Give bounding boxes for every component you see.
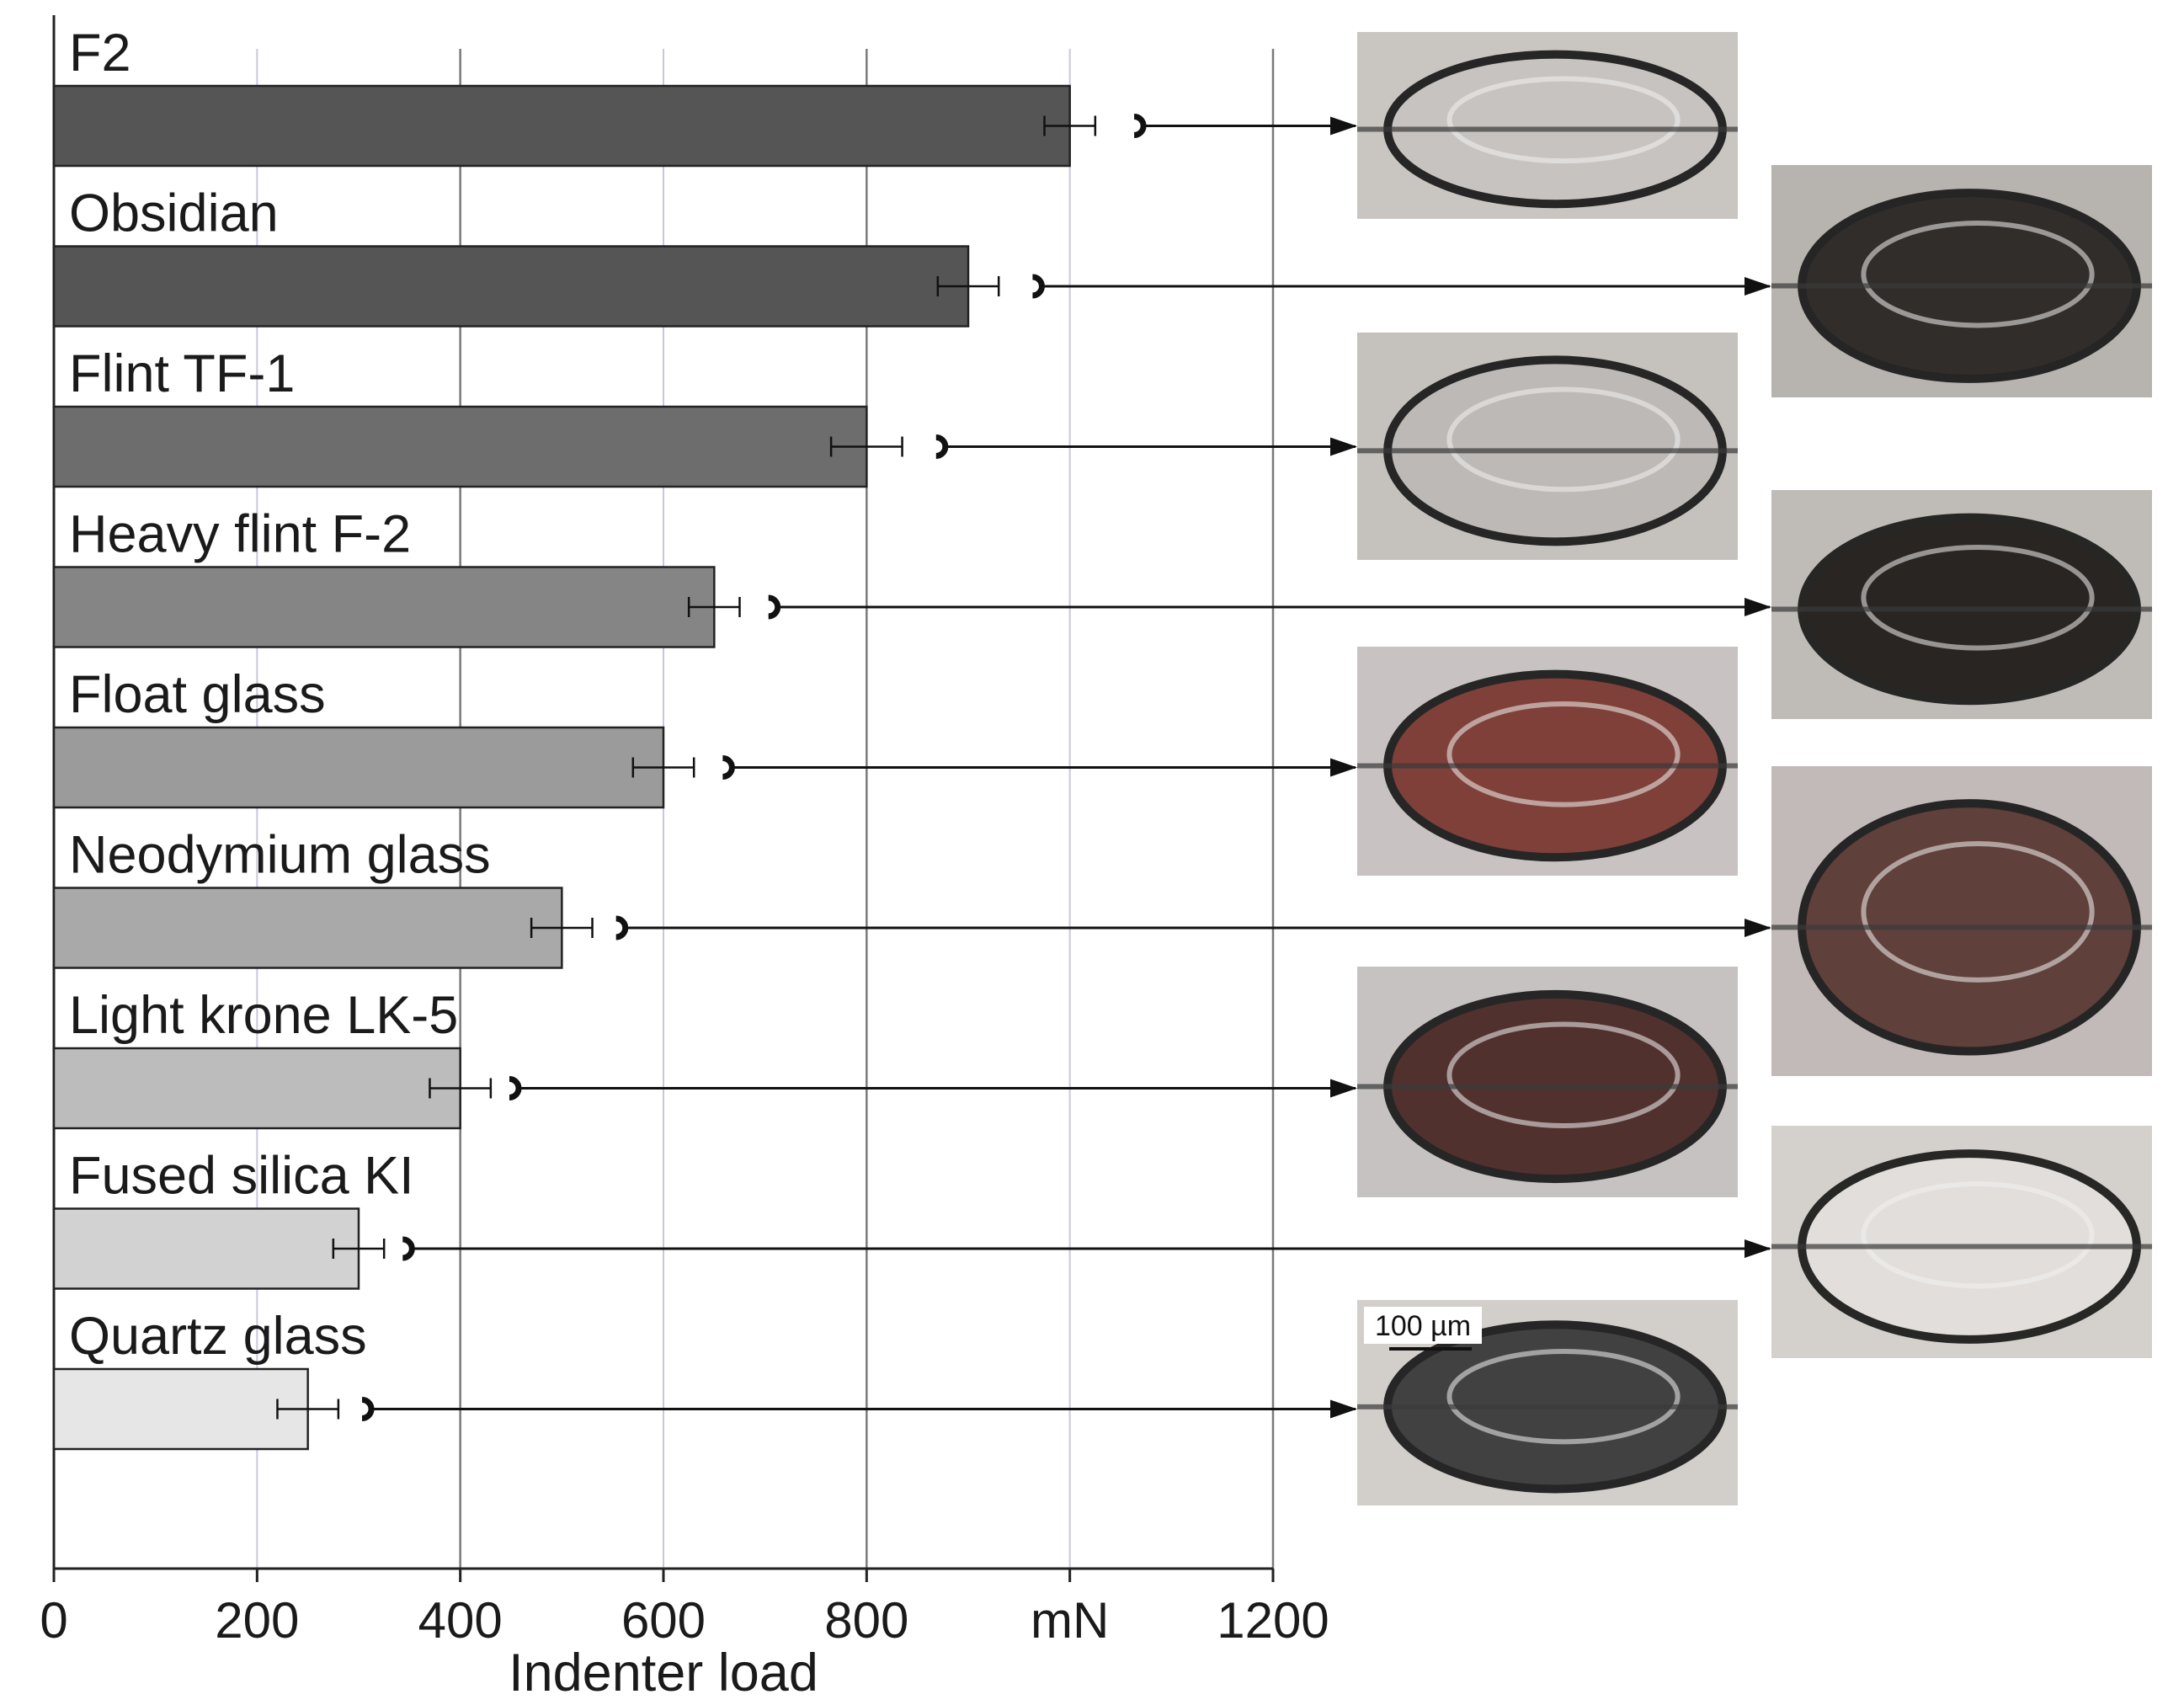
micrograph-4 xyxy=(1771,490,2152,719)
x-tick-label-200: 200 xyxy=(215,1592,299,1649)
micrograph-ring-5 xyxy=(1446,701,1681,807)
micrograph-5 xyxy=(1357,647,1738,876)
x-tick-label-600: 600 xyxy=(621,1592,706,1649)
micrograph-ring-8 xyxy=(1861,1181,2095,1289)
bar-label-4: Heavy flint F-2 xyxy=(69,505,411,564)
crack-marker-3 xyxy=(935,434,949,459)
bar-2 xyxy=(52,245,970,328)
bar-label-7: Light krone LK-5 xyxy=(69,986,458,1045)
bar-label-9: Quartz glass xyxy=(69,1307,367,1366)
bar-6 xyxy=(52,887,563,969)
micrograph-ring-3 xyxy=(1446,386,1681,493)
x-tick-label-1000: mN xyxy=(1031,1592,1109,1649)
micrograph-3 xyxy=(1357,333,1738,560)
micrograph-ring-4 xyxy=(1861,545,2095,651)
bar-label-1: F2 xyxy=(69,24,131,83)
bar-4 xyxy=(52,566,716,648)
x-tick-label-0: 0 xyxy=(40,1592,67,1649)
micrograph-ring-2 xyxy=(1861,221,2095,328)
micrograph-6 xyxy=(1771,766,2152,1076)
bar-label-5: Float glass xyxy=(69,665,326,724)
scale-bar-box xyxy=(1364,1307,1482,1344)
crack-marker-8 xyxy=(402,1236,415,1261)
bar-3 xyxy=(52,405,868,488)
bar-label-8: Fused silica KI xyxy=(69,1147,414,1206)
bar-7 xyxy=(52,1047,461,1130)
micrograph-ring-1 xyxy=(1446,76,1681,164)
crack-marker-1 xyxy=(1133,114,1147,138)
scale-bar-label: 100 µm xyxy=(1375,1310,1471,1342)
micrograph-ring-9 xyxy=(1446,1349,1681,1445)
crack-marker-5 xyxy=(722,755,735,780)
crack-marker-6 xyxy=(615,915,629,940)
micrograph-9 xyxy=(1357,1300,1738,1505)
micrograph-2 xyxy=(1771,165,2152,397)
crack-marker-9 xyxy=(361,1397,375,1421)
micrograph-ring-6 xyxy=(1861,840,2095,983)
micrograph-1 xyxy=(1357,32,1738,219)
bar-1 xyxy=(52,84,1071,168)
micrograph-8 xyxy=(1771,1126,2152,1358)
x-tick-label-800: 800 xyxy=(824,1592,908,1649)
bar-label-3: Flint TF-1 xyxy=(69,344,295,403)
bar-8 xyxy=(52,1207,360,1290)
micrograph-ring-7 xyxy=(1446,1021,1681,1129)
crack-marker-4 xyxy=(768,594,781,620)
bar-label-2: Obsidian xyxy=(69,184,279,243)
x-axis-title: Indenter load xyxy=(509,1644,818,1702)
crack-marker-2 xyxy=(1032,274,1045,299)
crack-marker-7 xyxy=(509,1076,522,1100)
bar-9 xyxy=(52,1367,309,1451)
x-tick-label-400: 400 xyxy=(418,1592,503,1649)
x-tick-label-1200: 1200 xyxy=(1217,1592,1329,1649)
micrograph-7 xyxy=(1357,967,1738,1197)
bar-5 xyxy=(52,726,665,809)
bar-label-6: Neodymium glass xyxy=(69,826,491,885)
